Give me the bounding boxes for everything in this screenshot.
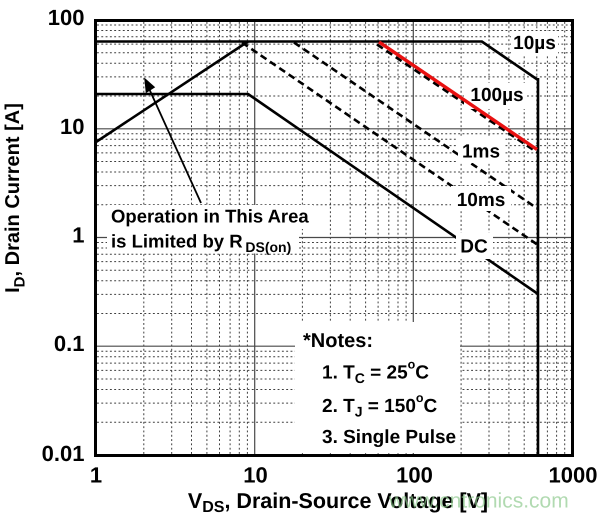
svg-text:0.01: 0.01 (42, 441, 85, 466)
svg-text:1ms: 1ms (462, 142, 500, 163)
svg-text:DC: DC (460, 237, 488, 258)
svg-text:3. Single Pulse: 3. Single Pulse (322, 427, 456, 448)
svg-text:10ms: 10ms (457, 190, 506, 211)
svg-text:1: 1 (72, 223, 84, 248)
svg-text:100: 100 (396, 463, 433, 488)
svg-text:100µs: 100µs (470, 85, 523, 106)
svg-text:VDS, Drain-Source Voltage [V]: VDS, Drain-Source Voltage [V] (188, 489, 488, 516)
svg-text:100: 100 (48, 5, 85, 30)
svg-text:1: 1 (90, 463, 102, 488)
svg-text:10µs: 10µs (513, 33, 556, 54)
svg-text:Operation in This Area: Operation in This Area (111, 206, 309, 227)
svg-text:www.cntronics.com: www.cntronics.com (388, 490, 569, 513)
svg-text:10: 10 (60, 114, 84, 139)
svg-text:10: 10 (243, 463, 267, 488)
svg-text:*Notes:: *Notes: (303, 330, 373, 352)
svg-text:1000: 1000 (549, 463, 598, 488)
svg-text:0.1: 0.1 (54, 331, 85, 356)
